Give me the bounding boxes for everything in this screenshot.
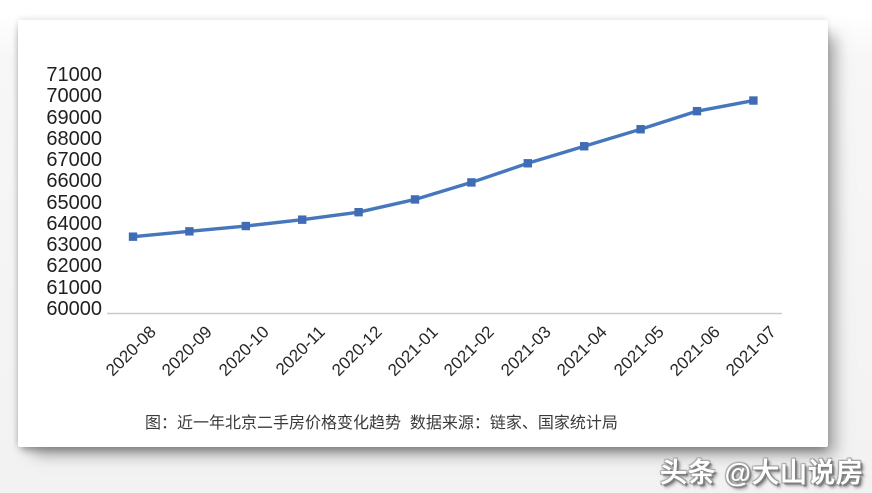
chart-card: 71000 70000 69000 68000 67000 66000 65000 64000…: [18, 20, 828, 447]
chart-caption: 图：近一年北京二手房价格变化趋势 数据来源：链家、国家统计局: [145, 415, 618, 432]
y-axis-label: 64000: [46, 212, 102, 235]
data-point-marker: [749, 96, 758, 105]
y-axis-label: 61000: [46, 276, 102, 299]
data-point-marker: [410, 195, 420, 204]
y-axis-label: 70000: [46, 85, 102, 108]
y-axis-label: 63000: [46, 234, 102, 257]
data-point-marker: [692, 106, 702, 116]
data-point-marker: [128, 232, 138, 241]
price-line: [132, 98, 754, 239]
y-axis-label: 65000: [46, 191, 102, 214]
y-axis-label: 68000: [46, 127, 102, 150]
y-axis-label: 66000: [46, 170, 102, 193]
data-point-marker: [580, 142, 589, 151]
price-trend-chart: 71000 70000 69000 68000 67000 66000 65000 64000…: [18, 20, 828, 447]
data-point-marker: [467, 178, 476, 187]
y-axis-label: 69000: [46, 106, 102, 129]
data-point-marker: [354, 208, 363, 217]
data-point-marker: [185, 227, 194, 236]
y-axis-label: 60000: [46, 298, 102, 320]
plot-area: [107, 96, 782, 315]
data-point-marker: [523, 159, 532, 168]
data-point-marker: [636, 125, 645, 134]
y-axis-label: 67000: [46, 149, 102, 172]
data-point-marker: [298, 215, 307, 224]
y-axis-label: 71000: [46, 64, 102, 86]
y-axis-label: 62000: [46, 255, 102, 278]
data-point-marker: [241, 221, 250, 231]
toutiao-watermark: 头条 @大山说房: [660, 458, 864, 488]
